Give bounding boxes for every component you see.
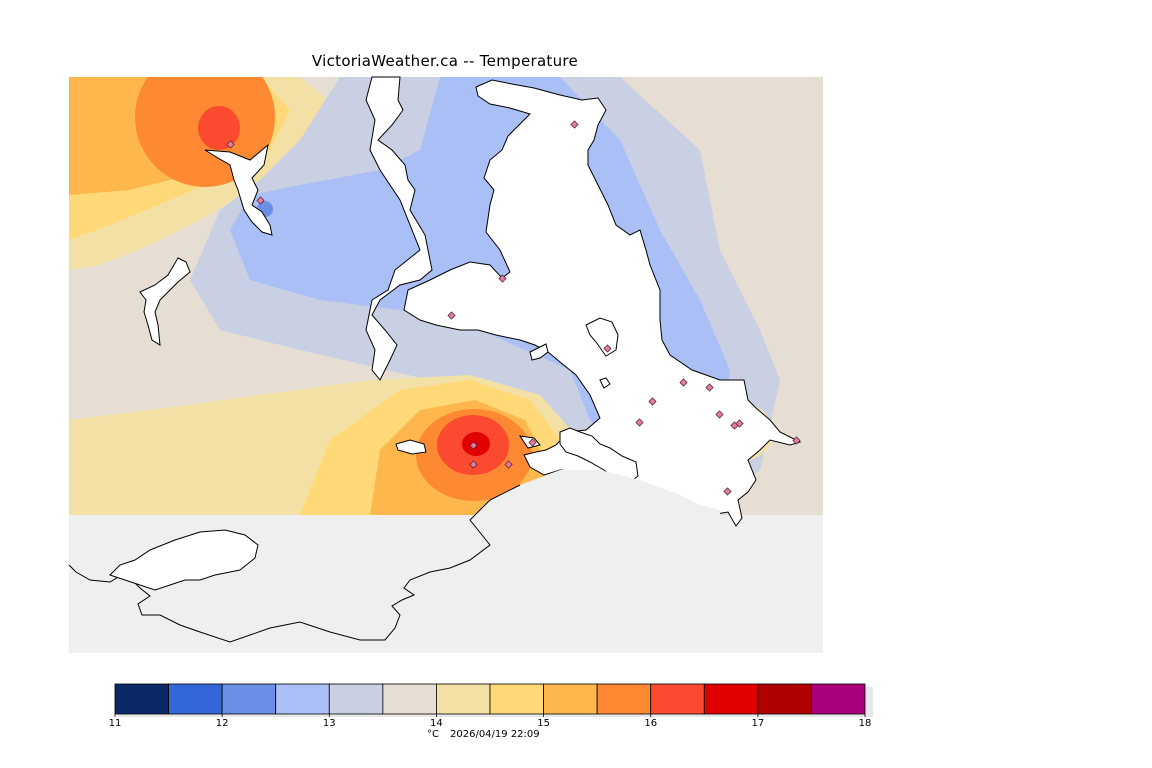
coastlines: [68, 76, 802, 653]
southern-landmass: [69, 470, 720, 653]
colorbar-bin: [382, 683, 437, 715]
colorbar-bin: [811, 683, 866, 715]
colorbar-ticks: 11 12 13 14 15 16 17 18: [109, 714, 872, 729]
station-marker[interactable]: [648, 397, 657, 406]
station-marker[interactable]: [792, 436, 801, 445]
station-marker[interactable]: [570, 120, 579, 129]
colorbar-bin: [703, 683, 759, 715]
small-island-f: [599, 377, 611, 389]
station-marker[interactable]: [635, 418, 644, 427]
colorbar-tick-label: 18: [859, 718, 872, 729]
station-marker[interactable]: [735, 419, 744, 428]
station-marker[interactable]: [447, 311, 456, 320]
southern-coast-line: [68, 484, 521, 643]
northwest-island: [204, 143, 273, 236]
colorbar-tick-label: 12: [216, 718, 229, 729]
colorbar-bin: [543, 683, 598, 715]
colorbar-tick-label: 17: [751, 718, 764, 729]
station-marker[interactable]: [504, 460, 513, 469]
small-island-b: [529, 343, 549, 361]
station-marker[interactable]: [603, 344, 612, 353]
colorbar-bin: [650, 683, 705, 715]
central-peninsula: [365, 76, 433, 381]
southwest-land: [109, 529, 259, 591]
colorbar-tick-label: 14: [430, 718, 443, 729]
station-marker[interactable]: [256, 196, 265, 205]
west-island: [139, 257, 191, 346]
colorbar-unit: °C: [427, 729, 439, 740]
station-marker[interactable]: [705, 383, 714, 392]
colorbar-bin: [436, 683, 491, 715]
small-island-a: [585, 317, 619, 357]
colorbar-bin: [489, 683, 544, 715]
colorbar-timestamp: 2026/04/19 22:09: [450, 729, 540, 740]
small-island-d: [559, 427, 639, 483]
colorbar-tick-label: 13: [323, 718, 336, 729]
station-markers: [226, 120, 801, 496]
station-marker[interactable]: [723, 487, 732, 496]
station-marker[interactable]: [679, 378, 688, 387]
station-marker[interactable]: [469, 460, 478, 469]
colorbar-bin: [596, 683, 652, 715]
station-marker[interactable]: [498, 274, 507, 283]
colorbar-bin: [221, 683, 277, 715]
station-marker[interactable]: [469, 441, 478, 450]
colorbar-bin: [757, 683, 812, 715]
colorbar-bin: [328, 683, 384, 715]
south-warm-pocket: [69, 375, 600, 515]
colorbar-bin: [168, 683, 223, 715]
station-marker[interactable]: [226, 140, 235, 149]
map-title: VictoriaWeather.ca -- Temperature: [311, 52, 579, 70]
colorbar-bin: [114, 683, 169, 715]
small-island-c: [395, 439, 427, 455]
colorbar-tick-label: 15: [537, 718, 550, 729]
station-marker[interactable]: [528, 438, 537, 447]
colorbar-bin: [275, 683, 330, 715]
station-marker[interactable]: [715, 410, 724, 419]
nw-warm-pocket: [69, 77, 340, 270]
colorbar-bins: [114, 683, 873, 717]
colorbar-tick-label: 11: [109, 718, 122, 729]
colorbar-tick-label: 16: [644, 718, 657, 729]
